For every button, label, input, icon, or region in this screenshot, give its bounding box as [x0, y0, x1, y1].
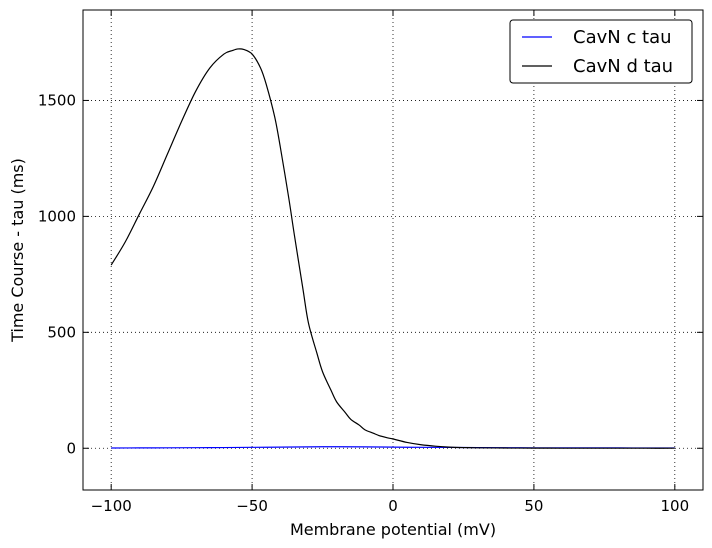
series-lines [110, 48, 675, 449]
y-tick-label: 1000 [38, 207, 76, 225]
y-tick-label: 0 [66, 439, 76, 457]
x-tick-label: 50 [524, 497, 543, 515]
y-tick-label: 500 [47, 323, 76, 341]
legend-label-cavn-d-tau: CavN d tau [573, 56, 673, 77]
y-tick-label: 1500 [38, 91, 76, 109]
y-axis-label: Time Course - tau (ms) [8, 158, 27, 343]
legend-label-cavn-c-tau: CavN c tau [573, 27, 672, 48]
legend: CavN c tau CavN d tau [509, 19, 693, 84]
x-axis-label: Membrane potential (mV) [290, 520, 496, 539]
legend-box [509, 19, 693, 84]
x-tick-label: 0 [388, 497, 398, 515]
series-line-cavn-d-tau [110, 48, 675, 449]
x-tick-label: −50 [236, 497, 268, 515]
x-tick-label: −100 [91, 497, 132, 515]
x-tick-label: 100 [660, 497, 689, 515]
